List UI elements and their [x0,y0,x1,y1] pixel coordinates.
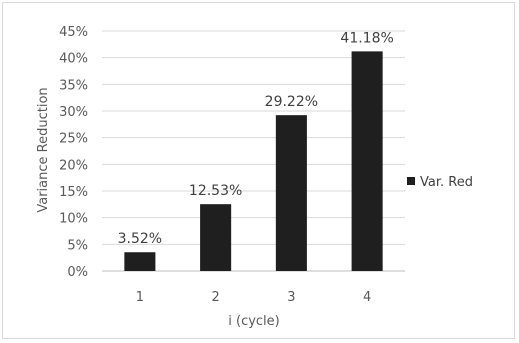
bar [351,51,383,271]
x-tick-label: 3 [287,290,295,305]
data-labels: 3.52% 12.53% 29.22% 41.18% [118,30,394,247]
data-label: 12.53% [189,183,242,199]
y-tick-label: 5% [67,238,88,253]
y-axis-tick-labels: 0% 5% 10% 15% 20% 25% 30% 35% 40% 45% [59,25,88,280]
y-tick-label: 0% [67,265,88,280]
x-tick-label: 4 [363,290,371,305]
legend-swatch [407,177,415,185]
y-tick-label: 40% [59,52,88,67]
data-label: 29.22% [265,94,318,110]
data-label: 3.52% [118,231,162,247]
x-axis-tick-labels: 1 2 3 4 [136,290,372,305]
x-axis-title: i (cycle) [228,314,280,329]
bar [275,115,307,271]
legend: Var. Red [407,175,473,190]
data-label: 41.18% [340,30,393,46]
y-tick-label: 30% [59,105,88,120]
y-tick-label: 15% [59,185,88,200]
y-tick-label: 45% [59,25,88,40]
bars [124,51,383,271]
x-tick-label: 1 [136,290,144,305]
bar [124,252,156,271]
y-tick-label: 10% [59,212,88,227]
y-tick-label: 25% [59,132,88,147]
bar [200,204,232,271]
y-axis-title: Variance Reduction [36,87,51,212]
y-tick-label: 35% [59,78,88,93]
x-tick-label: 2 [211,290,219,305]
y-tick-label: 20% [59,158,88,173]
legend-label-var-red: Var. Red [420,175,473,190]
